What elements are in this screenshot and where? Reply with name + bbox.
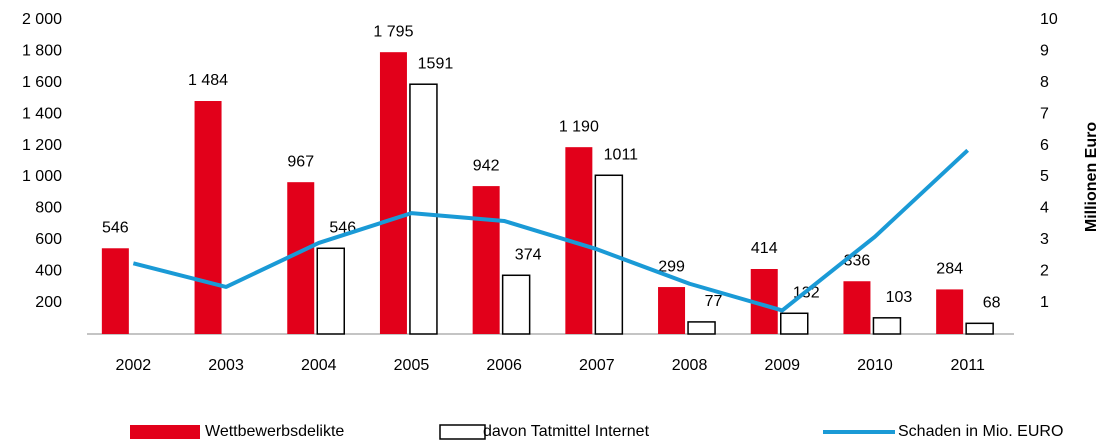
y2-tick-label: 10 bbox=[1040, 11, 1058, 28]
data-label: 374 bbox=[515, 247, 542, 264]
y-tick-label: 200 bbox=[35, 294, 62, 311]
data-label: 77 bbox=[705, 293, 723, 310]
legend-swatch bbox=[130, 425, 200, 439]
data-label: 103 bbox=[886, 289, 913, 306]
y2-tick-label: 1 bbox=[1040, 294, 1049, 311]
y2-tick-label: 8 bbox=[1040, 74, 1049, 91]
y-tick-label: 1 600 bbox=[22, 74, 62, 91]
y-tick-label: 600 bbox=[35, 231, 62, 248]
data-label: 1591 bbox=[418, 55, 454, 72]
data-label: 1 484 bbox=[188, 72, 228, 89]
bar bbox=[287, 182, 315, 334]
data-label: 1 795 bbox=[373, 23, 413, 40]
data-label: 546 bbox=[102, 219, 129, 236]
legend-label: davon Tatmittel Internet bbox=[483, 423, 650, 440]
bar bbox=[872, 317, 902, 335]
x-tick-label: 2003 bbox=[208, 357, 244, 374]
data-label: 68 bbox=[983, 295, 1001, 312]
y2-tick-label: 9 bbox=[1040, 43, 1049, 60]
y-tick-label: 1 800 bbox=[22, 43, 62, 60]
y-tick-label: 400 bbox=[35, 262, 62, 279]
y-tick-label: 1 000 bbox=[22, 168, 62, 185]
y-tick-label: 1 400 bbox=[22, 105, 62, 122]
y-tick-label: 800 bbox=[35, 200, 62, 217]
x-tick-label: 2006 bbox=[486, 357, 522, 374]
x-tick-label: 2002 bbox=[116, 357, 152, 374]
data-label: 1011 bbox=[604, 146, 639, 163]
data-label: 942 bbox=[473, 157, 500, 174]
data-label: 284 bbox=[936, 261, 963, 278]
bar bbox=[194, 101, 222, 335]
y2-tick-label: 5 bbox=[1040, 168, 1049, 185]
data-label: 414 bbox=[751, 240, 778, 257]
x-tick-label: 2009 bbox=[764, 357, 800, 374]
legend-swatch bbox=[439, 424, 486, 440]
data-label: 299 bbox=[658, 258, 685, 275]
bar bbox=[780, 312, 809, 335]
y2-tick-label: 2 bbox=[1040, 262, 1049, 279]
x-tick-label: 2011 bbox=[950, 357, 985, 374]
y-tick-label: 2 000 bbox=[22, 11, 62, 28]
y2-tick-label: 4 bbox=[1040, 200, 1049, 217]
legend-label: Wettbewerbsdelikte bbox=[205, 423, 344, 440]
bar bbox=[409, 83, 438, 335]
y2-tick-label: 7 bbox=[1040, 105, 1049, 122]
x-tick-label: 2004 bbox=[301, 357, 337, 374]
x-tick-label: 2007 bbox=[579, 357, 615, 374]
x-tick-label: 2005 bbox=[394, 357, 430, 374]
y2-tick-label: 3 bbox=[1040, 231, 1049, 248]
x-tick-label: 2008 bbox=[672, 357, 708, 374]
bar bbox=[687, 321, 716, 335]
line bbox=[132, 148, 970, 313]
data-label: 967 bbox=[287, 153, 314, 170]
y-tick-label: 1 200 bbox=[22, 137, 62, 154]
bar bbox=[501, 274, 531, 335]
bar bbox=[658, 287, 686, 334]
legend-label: Schaden in Mio. EURO bbox=[898, 423, 1063, 440]
bar bbox=[965, 322, 994, 335]
bar bbox=[843, 281, 871, 334]
bar bbox=[379, 52, 407, 335]
bar bbox=[936, 289, 964, 334]
data-label: 336 bbox=[844, 252, 871, 269]
data-label: 1 190 bbox=[559, 118, 599, 135]
y2-tick-label: 6 bbox=[1040, 137, 1049, 154]
bar bbox=[472, 186, 500, 334]
y2-axis-label: Millionen Euro bbox=[1083, 122, 1100, 232]
bar bbox=[316, 247, 345, 335]
bar bbox=[101, 248, 129, 334]
x-tick-label: 2010 bbox=[857, 357, 893, 374]
